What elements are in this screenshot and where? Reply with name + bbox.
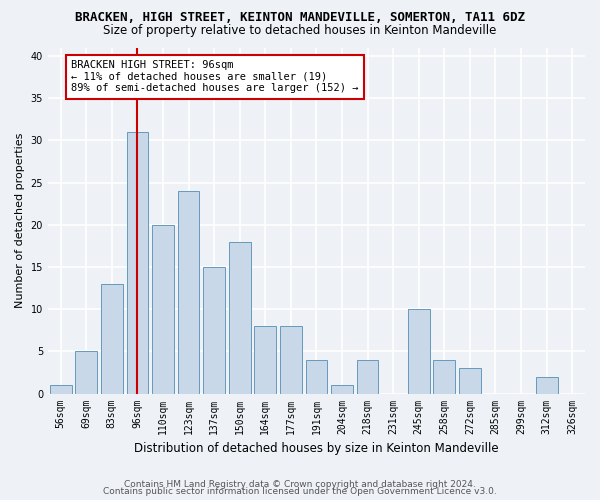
Bar (229, 242, 251, 394)
Bar (357, 360, 379, 394)
Text: Contains HM Land Registry data © Crown copyright and database right 2024.: Contains HM Land Registry data © Crown c… (124, 480, 476, 489)
Bar (536, 376, 557, 394)
Bar (178, 191, 199, 394)
Bar (101, 284, 123, 394)
Bar (152, 224, 174, 394)
Bar (433, 360, 455, 394)
Bar (127, 132, 148, 394)
Y-axis label: Number of detached properties: Number of detached properties (15, 133, 25, 308)
Bar (76, 352, 97, 394)
Bar (280, 326, 302, 394)
Text: BRACKEN, HIGH STREET, KEINTON MANDEVILLE, SOMERTON, TA11 6DZ: BRACKEN, HIGH STREET, KEINTON MANDEVILLE… (75, 11, 525, 24)
Bar (203, 267, 225, 394)
Bar (254, 326, 276, 394)
Bar (408, 309, 430, 394)
Bar (459, 368, 481, 394)
Bar (305, 360, 328, 394)
X-axis label: Distribution of detached houses by size in Keinton Mandeville: Distribution of detached houses by size … (134, 442, 499, 455)
Text: BRACKEN HIGH STREET: 96sqm
← 11% of detached houses are smaller (19)
89% of semi: BRACKEN HIGH STREET: 96sqm ← 11% of deta… (71, 60, 358, 94)
Bar (331, 385, 353, 394)
Text: Contains public sector information licensed under the Open Government Licence v3: Contains public sector information licen… (103, 487, 497, 496)
Text: Size of property relative to detached houses in Keinton Mandeville: Size of property relative to detached ho… (103, 24, 497, 37)
Bar (50, 385, 71, 394)
